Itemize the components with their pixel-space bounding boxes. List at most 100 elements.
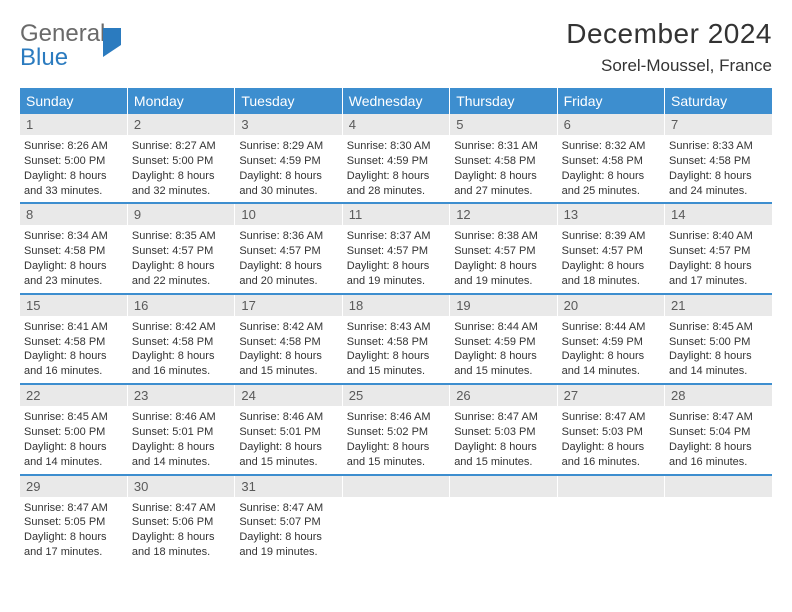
sunset-text: Sunset: 4:57 PM — [562, 244, 660, 259]
daylight-text: Daylight: 8 hours and 16 minutes. — [669, 440, 768, 470]
day-number — [665, 476, 772, 498]
sunset-text: Sunset: 4:58 PM — [24, 335, 123, 350]
sunset-text: Sunset: 5:02 PM — [347, 425, 445, 440]
day-details: Sunrise: 8:30 AMSunset: 4:59 PMDaylight:… — [343, 136, 449, 202]
day-number: 18 — [343, 295, 449, 317]
sunrise-text: Sunrise: 8:47 AM — [239, 501, 337, 516]
day-number: 8 — [20, 204, 127, 226]
sunset-text: Sunset: 4:57 PM — [347, 244, 445, 259]
daylight-text: Daylight: 8 hours and 30 minutes. — [239, 169, 337, 199]
calendar-cell: 31Sunrise: 8:47 AMSunset: 5:07 PMDayligh… — [235, 475, 342, 564]
sunset-text: Sunset: 5:03 PM — [562, 425, 660, 440]
calendar-cell: 4Sunrise: 8:30 AMSunset: 4:59 PMDaylight… — [342, 114, 449, 203]
sunrise-text: Sunrise: 8:41 AM — [24, 320, 123, 335]
daylight-text: Daylight: 8 hours and 15 minutes. — [239, 440, 337, 470]
daylight-text: Daylight: 8 hours and 15 minutes. — [347, 440, 445, 470]
day-number: 28 — [665, 385, 772, 407]
daylight-text: Daylight: 8 hours and 28 minutes. — [347, 169, 445, 199]
sunset-text: Sunset: 4:59 PM — [454, 335, 552, 350]
sunset-text: Sunset: 5:04 PM — [669, 425, 768, 440]
calendar-cell: 28Sunrise: 8:47 AMSunset: 5:04 PMDayligh… — [665, 384, 772, 474]
sunrise-text: Sunrise: 8:47 AM — [24, 501, 123, 516]
logo-text-general: General — [20, 20, 105, 47]
sunrise-text: Sunrise: 8:42 AM — [132, 320, 230, 335]
sunset-text: Sunset: 5:07 PM — [239, 515, 337, 530]
sunset-text: Sunset: 4:58 PM — [562, 154, 660, 169]
sunset-text: Sunset: 4:59 PM — [239, 154, 337, 169]
sunrise-text: Sunrise: 8:36 AM — [239, 229, 337, 244]
daylight-text: Daylight: 8 hours and 19 minutes. — [239, 530, 337, 560]
day-number — [450, 476, 556, 498]
day-details: Sunrise: 8:35 AMSunset: 4:57 PMDaylight:… — [128, 226, 234, 292]
calendar-row: 8Sunrise: 8:34 AMSunset: 4:58 PMDaylight… — [20, 203, 772, 293]
day-details: Sunrise: 8:36 AMSunset: 4:57 PMDaylight:… — [235, 226, 341, 292]
calendar-cell: 23Sunrise: 8:46 AMSunset: 5:01 PMDayligh… — [127, 384, 234, 474]
sunset-text: Sunset: 5:01 PM — [239, 425, 337, 440]
sunrise-text: Sunrise: 8:47 AM — [669, 410, 768, 425]
daylight-text: Daylight: 8 hours and 16 minutes. — [132, 349, 230, 379]
sunset-text: Sunset: 5:01 PM — [132, 425, 230, 440]
day-number: 29 — [20, 476, 127, 498]
sunset-text: Sunset: 5:00 PM — [24, 425, 123, 440]
day-details: Sunrise: 8:44 AMSunset: 4:59 PMDaylight:… — [558, 317, 664, 383]
day-details: Sunrise: 8:37 AMSunset: 4:57 PMDaylight:… — [343, 226, 449, 292]
daylight-text: Daylight: 8 hours and 33 minutes. — [24, 169, 123, 199]
day-number: 21 — [665, 295, 772, 317]
sunrise-text: Sunrise: 8:27 AM — [132, 139, 230, 154]
sunrise-text: Sunrise: 8:33 AM — [669, 139, 768, 154]
daylight-text: Daylight: 8 hours and 18 minutes. — [132, 530, 230, 560]
day-details: Sunrise: 8:47 AMSunset: 5:04 PMDaylight:… — [665, 407, 772, 473]
sunset-text: Sunset: 4:58 PM — [669, 154, 768, 169]
sunrise-text: Sunrise: 8:46 AM — [239, 410, 337, 425]
calendar-cell: 2Sunrise: 8:27 AMSunset: 5:00 PMDaylight… — [127, 114, 234, 203]
daylight-text: Daylight: 8 hours and 19 minutes. — [454, 259, 552, 289]
sunrise-text: Sunrise: 8:46 AM — [132, 410, 230, 425]
day-number: 7 — [665, 114, 772, 136]
sunrise-text: Sunrise: 8:47 AM — [454, 410, 552, 425]
sunrise-text: Sunrise: 8:43 AM — [347, 320, 445, 335]
calendar-cell: 26Sunrise: 8:47 AMSunset: 5:03 PMDayligh… — [450, 384, 557, 474]
calendar-cell: 3Sunrise: 8:29 AMSunset: 4:59 PMDaylight… — [235, 114, 342, 203]
daylight-text: Daylight: 8 hours and 16 minutes. — [24, 349, 123, 379]
daylight-text: Daylight: 8 hours and 14 minutes. — [669, 349, 768, 379]
calendar-cell: 29Sunrise: 8:47 AMSunset: 5:05 PMDayligh… — [20, 475, 127, 564]
day-header-wednesday: Wednesday — [342, 88, 449, 114]
day-details: Sunrise: 8:45 AMSunset: 5:00 PMDaylight:… — [665, 317, 772, 383]
day-details: Sunrise: 8:32 AMSunset: 4:58 PMDaylight:… — [558, 136, 664, 202]
day-header-friday: Friday — [557, 88, 664, 114]
day-details: Sunrise: 8:42 AMSunset: 4:58 PMDaylight:… — [128, 317, 234, 383]
calendar-cell: 11Sunrise: 8:37 AMSunset: 4:57 PMDayligh… — [342, 203, 449, 293]
sunset-text: Sunset: 5:05 PM — [24, 515, 123, 530]
day-number: 6 — [558, 114, 664, 136]
calendar-cell: 15Sunrise: 8:41 AMSunset: 4:58 PMDayligh… — [20, 294, 127, 384]
sunrise-text: Sunrise: 8:29 AM — [239, 139, 337, 154]
calendar-cell — [557, 475, 664, 564]
sunset-text: Sunset: 4:58 PM — [347, 335, 445, 350]
sunrise-text: Sunrise: 8:47 AM — [562, 410, 660, 425]
day-details: Sunrise: 8:46 AMSunset: 5:01 PMDaylight:… — [128, 407, 234, 473]
sunset-text: Sunset: 4:58 PM — [239, 335, 337, 350]
sunrise-text: Sunrise: 8:45 AM — [669, 320, 768, 335]
day-header-saturday: Saturday — [665, 88, 772, 114]
day-number: 19 — [450, 295, 556, 317]
daylight-text: Daylight: 8 hours and 22 minutes. — [132, 259, 230, 289]
calendar-row: 29Sunrise: 8:47 AMSunset: 5:05 PMDayligh… — [20, 475, 772, 564]
sunset-text: Sunset: 4:59 PM — [562, 335, 660, 350]
day-details: Sunrise: 8:34 AMSunset: 4:58 PMDaylight:… — [20, 226, 127, 292]
sunset-text: Sunset: 5:00 PM — [132, 154, 230, 169]
calendar-cell: 27Sunrise: 8:47 AMSunset: 5:03 PMDayligh… — [557, 384, 664, 474]
calendar-cell: 30Sunrise: 8:47 AMSunset: 5:06 PMDayligh… — [127, 475, 234, 564]
day-number: 4 — [343, 114, 449, 136]
sunrise-text: Sunrise: 8:45 AM — [24, 410, 123, 425]
calendar-cell: 16Sunrise: 8:42 AMSunset: 4:58 PMDayligh… — [127, 294, 234, 384]
calendar-cell: 1Sunrise: 8:26 AMSunset: 5:00 PMDaylight… — [20, 114, 127, 203]
sunset-text: Sunset: 4:57 PM — [669, 244, 768, 259]
day-number: 2 — [128, 114, 234, 136]
location-label: Sorel-Moussel, France — [566, 56, 772, 76]
day-details: Sunrise: 8:39 AMSunset: 4:57 PMDaylight:… — [558, 226, 664, 292]
sunset-text: Sunset: 4:58 PM — [132, 335, 230, 350]
day-number: 30 — [128, 476, 234, 498]
day-details: Sunrise: 8:27 AMSunset: 5:00 PMDaylight:… — [128, 136, 234, 202]
daylight-text: Daylight: 8 hours and 15 minutes. — [454, 349, 552, 379]
day-details: Sunrise: 8:43 AMSunset: 4:58 PMDaylight:… — [343, 317, 449, 383]
